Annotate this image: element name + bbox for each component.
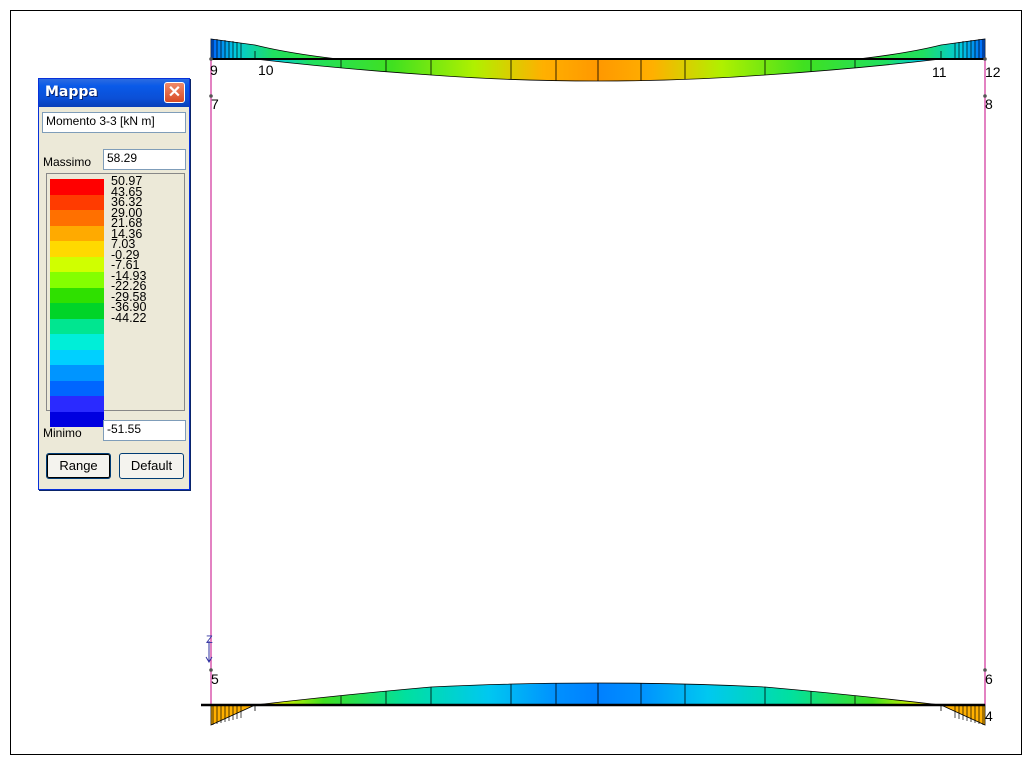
legend-tick-label: -29.58 xyxy=(111,289,147,304)
window-title: Mappa xyxy=(45,84,98,100)
axis-z-label: Z xyxy=(206,634,213,646)
bottom-beam-moment xyxy=(201,682,986,726)
node-8-label: 8 xyxy=(985,96,993,112)
legend-swatch xyxy=(50,256,104,272)
legend-swatch xyxy=(50,303,104,319)
legend-swatch xyxy=(50,241,104,257)
top-beam-moment xyxy=(210,38,986,82)
legend-swatches xyxy=(50,179,104,427)
legend-tick-label: -44.22 xyxy=(111,310,147,325)
legend-swatch xyxy=(50,349,104,365)
range-button[interactable]: Range xyxy=(46,453,111,479)
min-label: Minimo xyxy=(43,426,82,440)
node-7-label: 7 xyxy=(211,96,219,112)
legend-tick-label: -7.61 xyxy=(111,258,140,272)
legend-swatch xyxy=(50,287,104,303)
node-9-label: 9 xyxy=(210,62,218,78)
legend-tick-label: 14.36 xyxy=(111,226,143,241)
legend-tick-label: 7.03 xyxy=(111,237,136,251)
legend-swatch xyxy=(50,411,104,427)
legend-tick-label: -0.29 xyxy=(111,247,140,262)
legend-swatch xyxy=(50,334,104,350)
mappa-titlebar[interactable]: Mappa ✕ xyxy=(39,79,189,107)
legend-ticks: 50.97 43.65 36.32 29.00 21.68 14.36 7.03 -0.29-… xyxy=(111,174,147,325)
max-label: Massimo xyxy=(43,155,92,169)
min-input[interactable]: -51.55 xyxy=(103,420,186,441)
close-icon[interactable]: ✕ xyxy=(164,82,185,103)
legend-tick-label: -22.26 xyxy=(111,279,147,293)
legend-tick-label: 43.65 xyxy=(111,184,143,199)
legend-tick-label: 29.00 xyxy=(111,205,143,220)
node-10-label: 10 xyxy=(258,62,274,78)
legend-tick-label: 21.68 xyxy=(111,216,143,230)
legend-swatch xyxy=(50,365,104,381)
legend-tick-label: 50.97 xyxy=(111,174,143,188)
legend-swatch xyxy=(50,210,104,226)
legend-swatch xyxy=(50,380,104,396)
node-6-label: 6 xyxy=(985,671,993,687)
legend-swatch xyxy=(50,194,104,210)
color-legend: 50.97 43.65 36.32 29.00 21.68 14.36 7.03 -0.29-… xyxy=(46,173,185,427)
legend-swatch xyxy=(50,179,104,195)
max-input[interactable]: 58.29 xyxy=(103,149,186,170)
legend-swatch xyxy=(50,318,104,334)
legend-swatch xyxy=(50,396,104,412)
legend-swatch xyxy=(50,272,104,288)
node-12-label: 12 xyxy=(985,64,1001,80)
quantity-field[interactable]: Momento 3-3 [kN m] xyxy=(42,112,186,133)
moment-diagram: Z 9 10 11 12 7 8 5 6 4 xyxy=(201,38,1001,726)
legend-tick-label: -36.90 xyxy=(111,300,147,314)
node-4-label: 4 xyxy=(985,708,993,724)
node-5-label: 5 xyxy=(211,671,219,687)
node-11-label: 11 xyxy=(932,64,947,80)
legend-swatch xyxy=(50,225,104,241)
default-button[interactable]: Default xyxy=(119,453,184,479)
legend-tick-label: 36.32 xyxy=(111,195,143,209)
legend-tick-label: -14.93 xyxy=(111,268,147,283)
mappa-window[interactable]: Mappa ✕ Momento 3-3 [kN m] Massimo 58.29… xyxy=(38,78,190,490)
axis-z-icon xyxy=(205,641,213,663)
